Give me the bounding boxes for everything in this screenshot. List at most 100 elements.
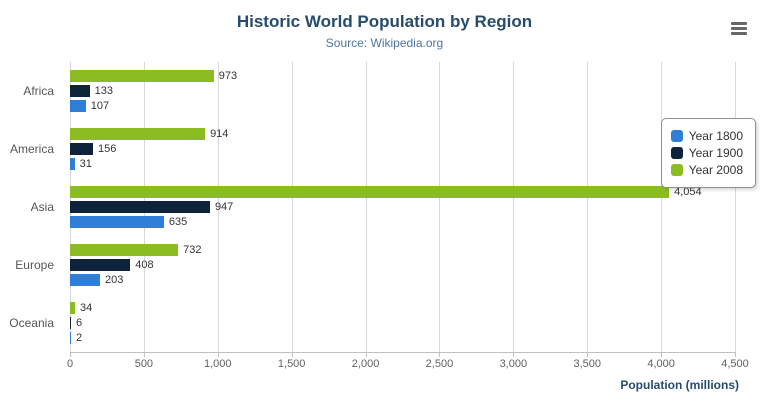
legend-item-year-1900[interactable]: Year 1900 xyxy=(670,146,743,160)
gridline xyxy=(291,62,293,352)
legend-swatch-icon xyxy=(670,164,683,176)
x-axis-tickmark xyxy=(70,352,71,357)
bar-row: 31 xyxy=(70,158,735,170)
bar-value-label: 107 xyxy=(90,100,110,112)
bar-row: 156 xyxy=(70,143,735,155)
bar-value-label: 408 xyxy=(135,259,154,271)
x-axis-title: Population (millions) xyxy=(620,378,739,392)
category-label-oceania: Oceania xyxy=(9,316,54,330)
legend-label: Year 2008 xyxy=(688,163,743,177)
x-axis-tickmark xyxy=(143,352,145,357)
bar-row: 635 xyxy=(70,216,735,228)
bar-value-label: 31 xyxy=(79,158,92,170)
category-label-asia: Asia xyxy=(30,200,54,214)
legend-item-year-1800[interactable]: Year 1800 xyxy=(670,129,743,143)
x-axis-tick-label: 2,000 xyxy=(351,358,380,370)
bar-value-label: 2 xyxy=(76,332,83,344)
bar-row: 133 xyxy=(70,85,735,97)
hamburger-menu-icon[interactable] xyxy=(731,22,747,35)
plot-area: 973 133 107 914 156 31 4,054 947 635 732 408 203 34 6… xyxy=(70,62,736,357)
bar-asia-year-1900[interactable] xyxy=(70,201,210,213)
bar-europe-year-1900[interactable] xyxy=(70,259,131,271)
hamburger-bar xyxy=(731,32,747,35)
chart-title: Historic World Population by Region xyxy=(236,12,533,31)
bar-america-year-1900[interactable] xyxy=(70,143,94,155)
bar-value-label: 914 xyxy=(210,128,229,140)
legend-label: Year 1900 xyxy=(688,146,743,160)
bar-row: 4,054 xyxy=(70,186,735,198)
legend-item-year-2008[interactable]: Year 2008 xyxy=(670,163,743,177)
bar-value-label: 133 xyxy=(94,85,113,97)
x-axis-tick-label: 1,500 xyxy=(277,358,306,370)
bar-row: 947 xyxy=(70,201,735,213)
bar-row: 2 xyxy=(70,332,735,344)
gridline xyxy=(587,62,589,352)
bar-value-label: 947 xyxy=(214,201,234,213)
bar-value-label: 635 xyxy=(168,216,188,228)
bar-america-year-2008[interactable] xyxy=(70,128,206,140)
x-axis-tick-label: 0 xyxy=(66,358,74,370)
bar-group-america: 914 156 31 xyxy=(70,120,735,178)
x-axis-tick-label: 500 xyxy=(134,358,154,370)
bar-row: 107 xyxy=(70,100,735,112)
bar-group-africa: 973 133 107 xyxy=(70,62,735,120)
bar-row: 408 xyxy=(70,259,735,271)
bar-value-label: 973 xyxy=(218,70,238,82)
bar-oceania-year-1900[interactable] xyxy=(70,317,71,329)
x-axis-tickmark xyxy=(217,352,219,357)
legend: Year 1800 Year 1900 Year 2008 xyxy=(660,118,756,188)
x-axis-tickmark xyxy=(365,352,367,357)
bar-row: 203 xyxy=(70,274,735,286)
x-axis-tick-labels: 0 500 1,000 1,500 2,000 2,500 3,000 3,500 4,000 4… xyxy=(66,358,749,372)
chart-subtitle: Source: Wikipedia.org xyxy=(325,36,444,50)
x-axis-tickmark xyxy=(291,352,293,357)
bar-africa-year-1800[interactable] xyxy=(70,100,86,112)
x-axis-tickmark xyxy=(439,352,441,357)
category-label-america: America xyxy=(9,142,54,156)
category-label-africa: Africa xyxy=(23,84,54,98)
bar-value-label: 4,054 xyxy=(674,186,702,198)
bar-europe-year-2008[interactable] xyxy=(70,244,179,256)
legend-label: Year 1800 xyxy=(688,129,743,143)
gridline xyxy=(513,62,515,352)
bar-group-oceania: 34 6 2 xyxy=(70,294,735,352)
bar-group-europe: 732 408 203 xyxy=(70,236,735,294)
bar-row: 973 xyxy=(70,70,735,82)
bar-europe-year-1800[interactable] xyxy=(70,274,100,286)
bar-oceania-year-2008[interactable] xyxy=(70,302,76,314)
bar-africa-year-1900[interactable] xyxy=(70,85,90,97)
gridline xyxy=(365,62,367,352)
x-axis-tick-label: 2,500 xyxy=(425,358,454,370)
x-axis-tickmark xyxy=(587,352,589,357)
x-axis-tickmark xyxy=(513,352,515,357)
bar-row: 6 xyxy=(70,317,735,329)
bar-asia-year-2008[interactable] xyxy=(70,186,670,198)
bar-value-label: 6 xyxy=(76,317,83,329)
gridline xyxy=(439,62,441,352)
bar-group-asia: 4,054 947 635 xyxy=(70,178,735,236)
bar-value-label: 203 xyxy=(104,274,124,286)
bar-america-year-1800[interactable] xyxy=(70,158,75,170)
bar-oceania-year-1800[interactable] xyxy=(70,332,71,344)
hamburger-bar xyxy=(731,22,747,25)
bar-asia-year-1800[interactable] xyxy=(70,216,164,228)
bar-row: 732 xyxy=(70,244,735,256)
x-axis-tick-label: 3,500 xyxy=(573,358,601,370)
x-axis-tick-label: 4,000 xyxy=(647,358,675,370)
hamburger-bar xyxy=(731,27,747,30)
x-axis-tick-label: 1,000 xyxy=(204,358,232,370)
bar-africa-year-2008[interactable] xyxy=(70,70,214,82)
x-axis-tick-label: 4,500 xyxy=(721,358,749,370)
bar-row: 34 xyxy=(70,302,735,314)
x-axis-tickmark xyxy=(661,352,663,357)
bar-value-label: 156 xyxy=(98,143,117,155)
bar-row: 914 xyxy=(70,128,735,140)
legend-swatch-icon xyxy=(670,130,683,142)
bar-value-label: 34 xyxy=(80,302,93,314)
legend-swatch-icon xyxy=(670,147,683,159)
x-axis-tickmark xyxy=(735,352,736,357)
gridline xyxy=(735,62,736,352)
bar-value-label: 732 xyxy=(183,244,202,256)
y-axis-category-labels: Africa America Asia Europe Oceania xyxy=(0,62,62,352)
